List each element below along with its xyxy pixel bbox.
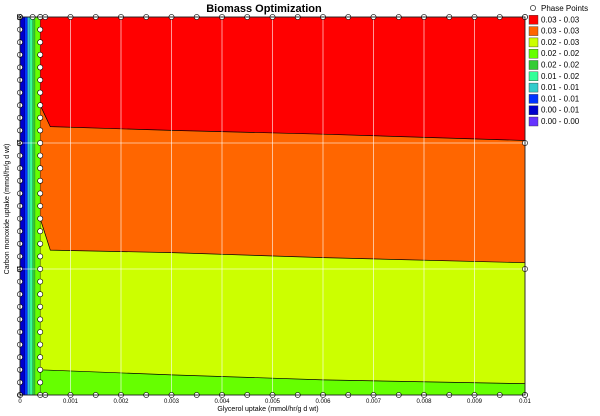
contour-region-1 — [40, 369, 525, 395]
phase-point — [37, 341, 44, 348]
phase-point — [37, 64, 44, 71]
legend-swatch — [528, 26, 539, 36]
legend-swatch — [528, 60, 539, 70]
y-tick-label: 20 — [15, 140, 21, 147]
chart-title: Biomass Optimization — [206, 3, 322, 15]
legend-label: 0.02 - 0.03 — [541, 38, 580, 47]
legend-label: 0.02 - 0.02 — [541, 61, 580, 70]
phase-point — [37, 240, 44, 247]
x-tick-label: 0.006 — [315, 399, 331, 405]
phase-point — [37, 354, 44, 361]
phase-point — [37, 77, 44, 83]
y-tick-label: 30 — [15, 14, 21, 21]
x-axis-ticks: 0 0.001 0.002 0.003 0.004 0.005 0.006 0.007 0.00… — [18, 399, 531, 405]
y-tick-label: 0 — [15, 393, 21, 397]
x-tick-label: 0.002 — [113, 399, 129, 405]
legend-label: 0.01 - 0.02 — [541, 72, 580, 81]
phase-point — [37, 51, 44, 58]
phase-point — [37, 190, 44, 197]
x-tick-label: 0.005 — [265, 399, 281, 405]
x-tick-label: 0 — [18, 399, 22, 405]
legend-swatch — [528, 71, 539, 82]
phase-point — [37, 165, 44, 172]
legend: Phase Points 0.03 - 0.03 0.03 - 0.03 0.02 -… — [528, 4, 588, 127]
legend-phase-point-marker — [530, 5, 536, 11]
phase-point — [37, 379, 44, 386]
legend-swatch — [528, 37, 539, 48]
phase-point — [37, 366, 44, 373]
x-tick-label: 0.01 — [519, 399, 531, 405]
vertical-band-2 — [25, 17, 28, 395]
phase-point — [37, 89, 44, 96]
phase-point — [37, 127, 44, 134]
phase-point — [37, 26, 44, 33]
phase-point — [37, 203, 44, 209]
vertical-band-5 — [32, 17, 36, 395]
legend-label: 0.00 - 0.01 — [541, 106, 580, 115]
legend-label: 0.02 - 0.02 — [541, 49, 580, 58]
phase-point — [37, 329, 44, 335]
legend-label: 0.01 - 0.01 — [541, 94, 580, 103]
legend-label: 0.03 - 0.03 — [541, 27, 580, 36]
phase-point — [37, 215, 44, 222]
x-axis-title: Glycerol uptake (mmol/hr/g d wt) — [217, 406, 318, 413]
x-tick-label: 0.007 — [366, 399, 382, 405]
legend-label: 0.01 - 0.01 — [541, 83, 580, 92]
phase-point — [37, 228, 44, 235]
phase-point — [37, 253, 44, 260]
contour-region-3 — [40, 105, 525, 263]
legend-swatch — [528, 15, 539, 25]
phase-point — [37, 303, 44, 310]
y-axis-title: Carbon monoxide uptake (mmol/hr/g d wt) — [4, 144, 11, 275]
phase-point — [37, 102, 44, 109]
plot-area — [17, 14, 528, 398]
x-tick-label: 0.004 — [214, 399, 230, 405]
legend-swatch — [528, 105, 539, 115]
legend-label: Phase Points — [541, 4, 588, 13]
phase-point — [37, 39, 44, 46]
vertical-band-4 — [30, 17, 33, 395]
phase-point — [37, 140, 44, 146]
legend-swatch — [528, 94, 539, 104]
legend-swatch — [528, 49, 539, 59]
contour-region-4 — [40, 17, 525, 141]
plot-border — [19, 16, 526, 396]
legend-swatch — [528, 116, 539, 127]
legend-label: 0.00 - 0.00 — [541, 117, 580, 126]
y-axis-ticks: 0 10 20 30 — [15, 14, 21, 398]
x-tick-label: 0.008 — [416, 399, 432, 405]
vertical-band-3 — [27, 17, 31, 395]
y-tick-label: 10 — [15, 266, 21, 273]
phase-point — [37, 266, 44, 272]
x-tick-label: 0.003 — [164, 399, 180, 405]
legend-label: 0.03 - 0.03 — [541, 15, 580, 24]
x-tick-label: 0.009 — [467, 399, 483, 405]
phase-point — [37, 291, 44, 298]
x-tick-label: 0.001 — [63, 399, 79, 405]
phase-point — [37, 152, 44, 159]
phase-point — [37, 177, 44, 184]
phase-point — [37, 278, 44, 285]
phase-point — [37, 114, 44, 121]
legend-swatch — [528, 82, 539, 93]
phase-point — [37, 316, 44, 323]
